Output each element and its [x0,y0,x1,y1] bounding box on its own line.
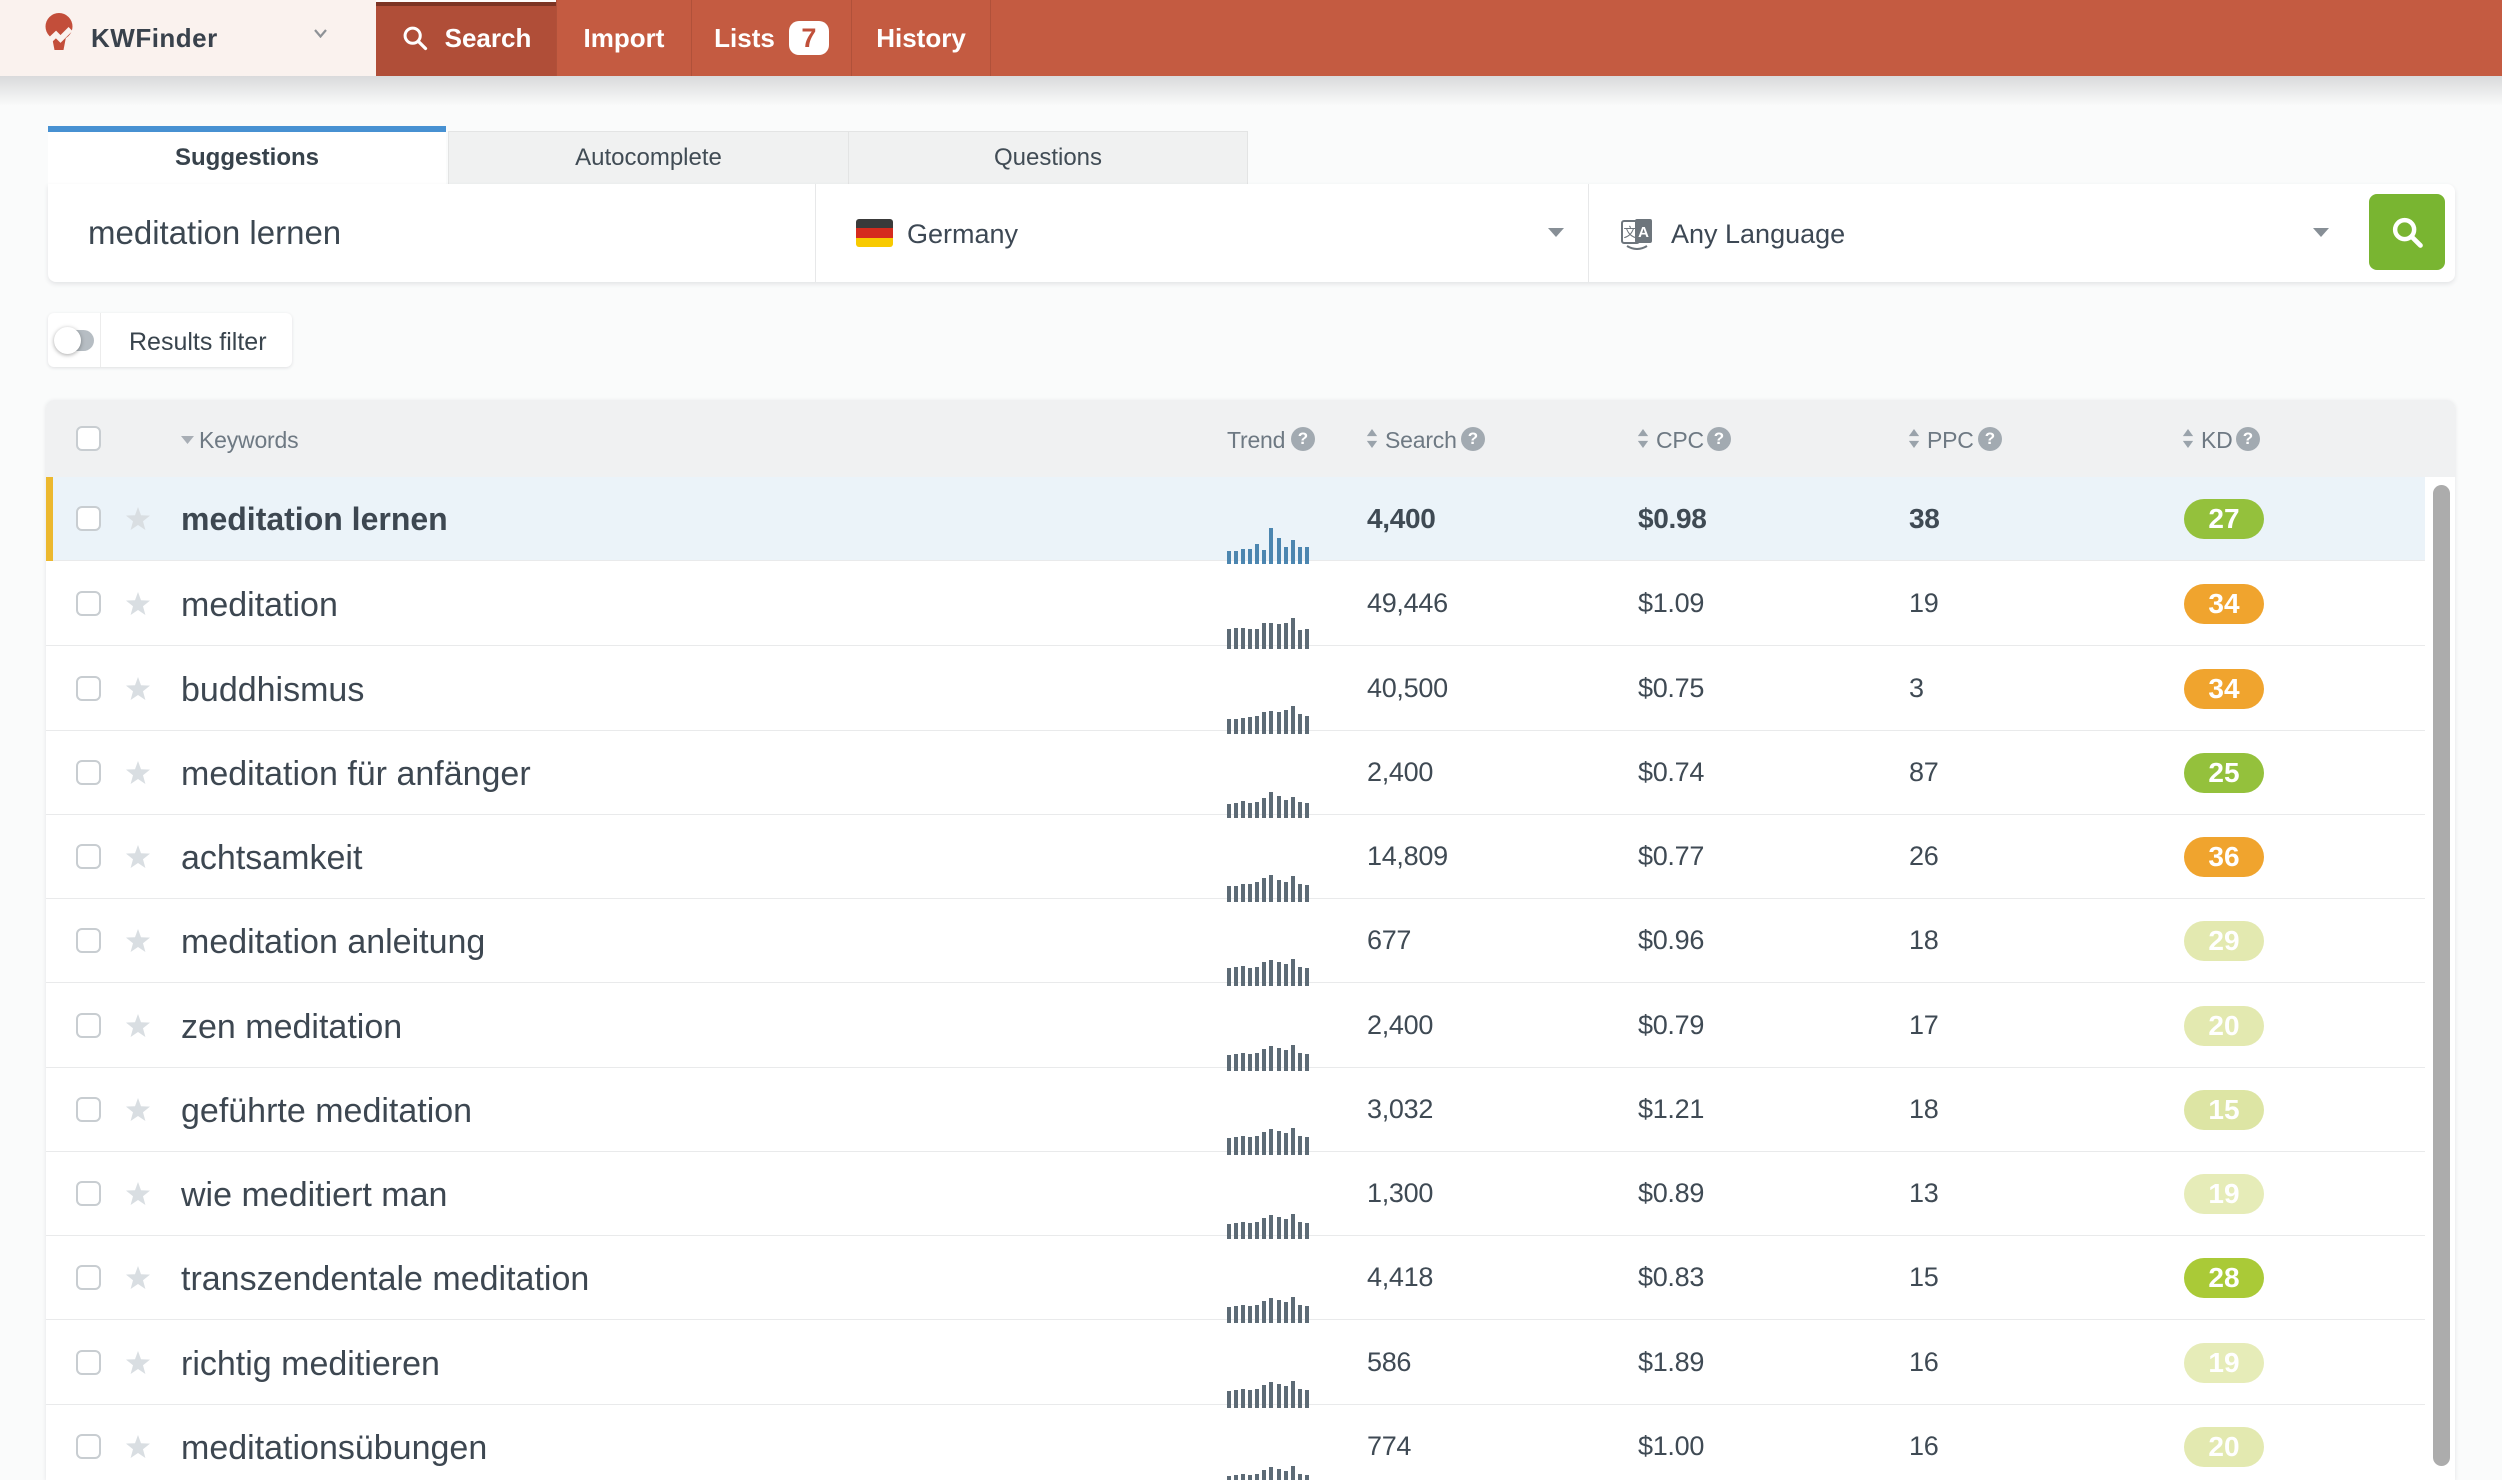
svg-text:A: A [1638,224,1649,241]
svg-text:文: 文 [1623,225,1636,240]
